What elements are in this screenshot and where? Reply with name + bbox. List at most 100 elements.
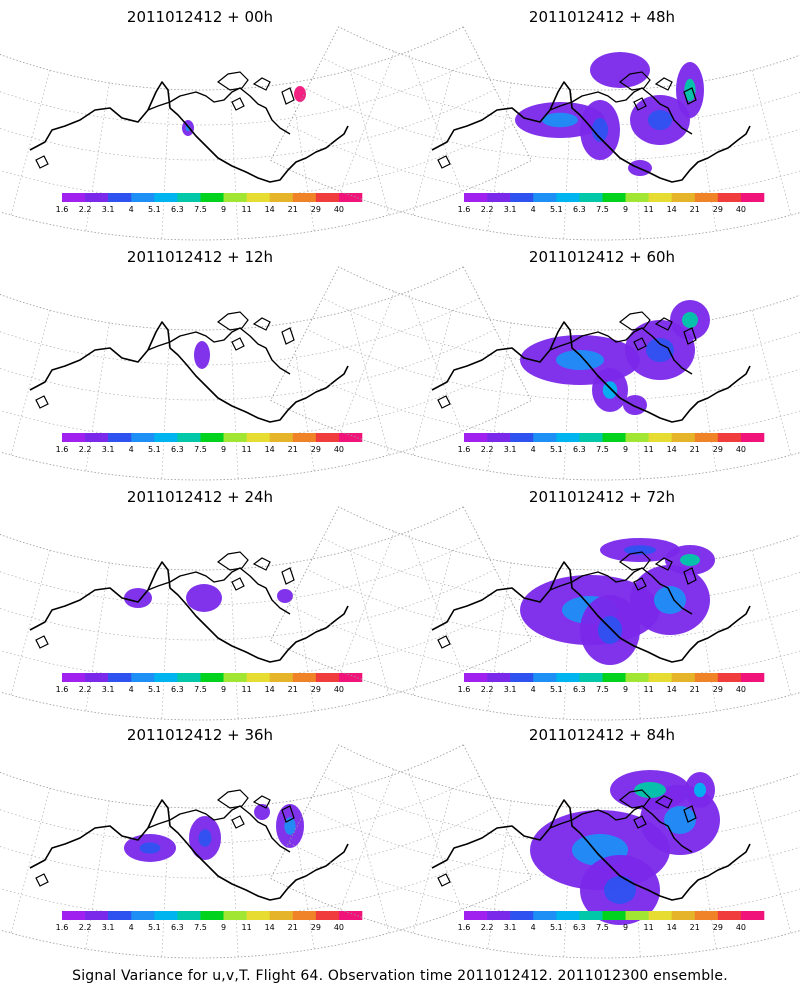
colorbar-tick-label: 3.1 [102, 445, 115, 454]
colorbar-tick-label: 3.1 [102, 923, 115, 932]
colorbar-swatch [108, 193, 132, 202]
colorbar-swatch [602, 193, 626, 202]
meridian-line [85, 562, 110, 712]
latitude-line [0, 604, 514, 681]
colorbar-tick-label: 7.5 [194, 205, 207, 214]
colorbar-swatch [694, 911, 719, 920]
meridian-line [407, 291, 462, 432]
map-frame [270, 26, 800, 241]
colorbar-swatch [602, 673, 626, 682]
meridian-line [487, 322, 512, 472]
colorbar-swatch [671, 193, 696, 202]
meridian-line [10, 550, 51, 696]
colorbar-swatch [338, 193, 363, 202]
coastline [431, 311, 751, 423]
map-boundary [270, 506, 800, 721]
colorbar-swatch [533, 193, 557, 202]
colorbar-tick-label: 1.6 [56, 445, 69, 454]
colorbar-swatch [246, 193, 270, 202]
colorbar-tick-label: 2.2 [79, 205, 92, 214]
colorbar-swatch [223, 911, 247, 920]
colorbar-swatch [556, 433, 580, 442]
colorbar-swatch [269, 193, 294, 202]
colorbar-tick-label: 6.3 [171, 445, 184, 454]
colorbar-swatch [740, 193, 765, 202]
colorbar-swatch [177, 911, 201, 920]
colorbar-swatch [108, 911, 132, 920]
colorbar-swatch [648, 193, 672, 202]
panel-title: 2011012412 + 84h [529, 726, 675, 744]
colorbar-tick-label: 29 [713, 685, 723, 694]
variance-region [186, 584, 222, 612]
latitude-line [0, 88, 496, 161]
latitude-line [322, 297, 800, 366]
meridian-line [407, 51, 462, 192]
colorbar-tick-label: 6.3 [171, 923, 184, 932]
meridian-line [340, 291, 395, 432]
colorbar-swatch [154, 911, 178, 920]
colorbar-swatch [177, 193, 201, 202]
map-boundary [270, 266, 800, 481]
colorbar-tick-label: 7.5 [194, 445, 207, 454]
colorbar-swatch [717, 911, 742, 920]
meridian-line [751, 70, 792, 216]
colorbar-tick-label: 21 [288, 445, 298, 454]
coastline [431, 551, 751, 663]
colorbar: 1.6 2.2 3.1 4 5.1 6.3 7.5 9 11 14 21 29 40 [56, 193, 363, 214]
colorbar-swatch [694, 193, 719, 202]
colorbar-tick-label: 21 [288, 205, 298, 214]
colorbar-tick-label: 3.1 [504, 923, 517, 932]
meridian-line [10, 788, 51, 934]
variance-core [624, 545, 656, 555]
colorbar-tick-label: 4 [531, 685, 536, 694]
colorbar-tick-label: 5.1 [148, 205, 161, 214]
colorbar-swatch [602, 433, 626, 442]
colorbar-tick-label: 40 [736, 685, 746, 694]
latitude-line [306, 88, 800, 161]
colorbar-swatch [717, 193, 742, 202]
colorbar-tick-label: 4 [531, 445, 536, 454]
meridian-line [290, 82, 315, 232]
colorbar-swatch [131, 433, 155, 442]
meridian-line [349, 788, 390, 934]
colorbar-swatch [177, 673, 201, 682]
latitude-line [306, 328, 800, 401]
variance-core [604, 876, 636, 904]
meridian-line [161, 807, 170, 958]
forecast-panel: 2011012412 + 00h 1.6 2.2 3.1 4 5.1 6.3 7.5 9 11 14… [0, 8, 532, 241]
colorbar-swatch [85, 911, 109, 920]
colorbar-tick-label: 7.5 [194, 923, 207, 932]
colorbar-swatch [579, 193, 603, 202]
colorbar-swatch [464, 193, 488, 202]
latitude-line [306, 568, 800, 641]
colorbar-tick-label: 29 [713, 923, 723, 932]
colorbar: 1.6 2.2 3.1 4 5.1 6.3 7.5 9 11 14 21 29 40 [458, 193, 765, 214]
meridian-line [10, 310, 51, 456]
colorbar-tick-label: 1.6 [458, 923, 471, 932]
colorbar-swatch [740, 673, 765, 682]
latitude-line [0, 57, 480, 126]
variance-region [277, 589, 293, 603]
colorbar-swatch [246, 911, 270, 920]
variance-core [654, 586, 686, 614]
variance-core [185, 124, 191, 132]
latitude-line [322, 537, 800, 606]
panel-title: 2011012412 + 72h [529, 488, 675, 506]
colorbar-tick-label: 4 [129, 923, 134, 932]
colorbar-tick-label: 1.6 [56, 205, 69, 214]
colorbar-tick-label: 40 [736, 205, 746, 214]
meridian-line [161, 89, 170, 240]
meridian-line [85, 322, 110, 472]
colorbar-tick-label: 21 [288, 923, 298, 932]
colorbar-tick-label: 5.1 [550, 685, 563, 694]
colorbar-swatch [292, 673, 317, 682]
colorbar-tick-label: 5.1 [550, 205, 563, 214]
colorbar: 1.6 2.2 3.1 4 5.1 6.3 7.5 9 11 14 21 29 40 [56, 433, 363, 454]
colorbar-tick-label: 3.1 [102, 685, 115, 694]
colorbar-swatch [315, 433, 340, 442]
meridian-line [349, 310, 390, 456]
panel-title: 2011012412 + 00h [127, 8, 273, 26]
colorbar-swatch [625, 673, 649, 682]
colorbar-tick-label: 29 [713, 445, 723, 454]
meridian-line [85, 800, 110, 950]
